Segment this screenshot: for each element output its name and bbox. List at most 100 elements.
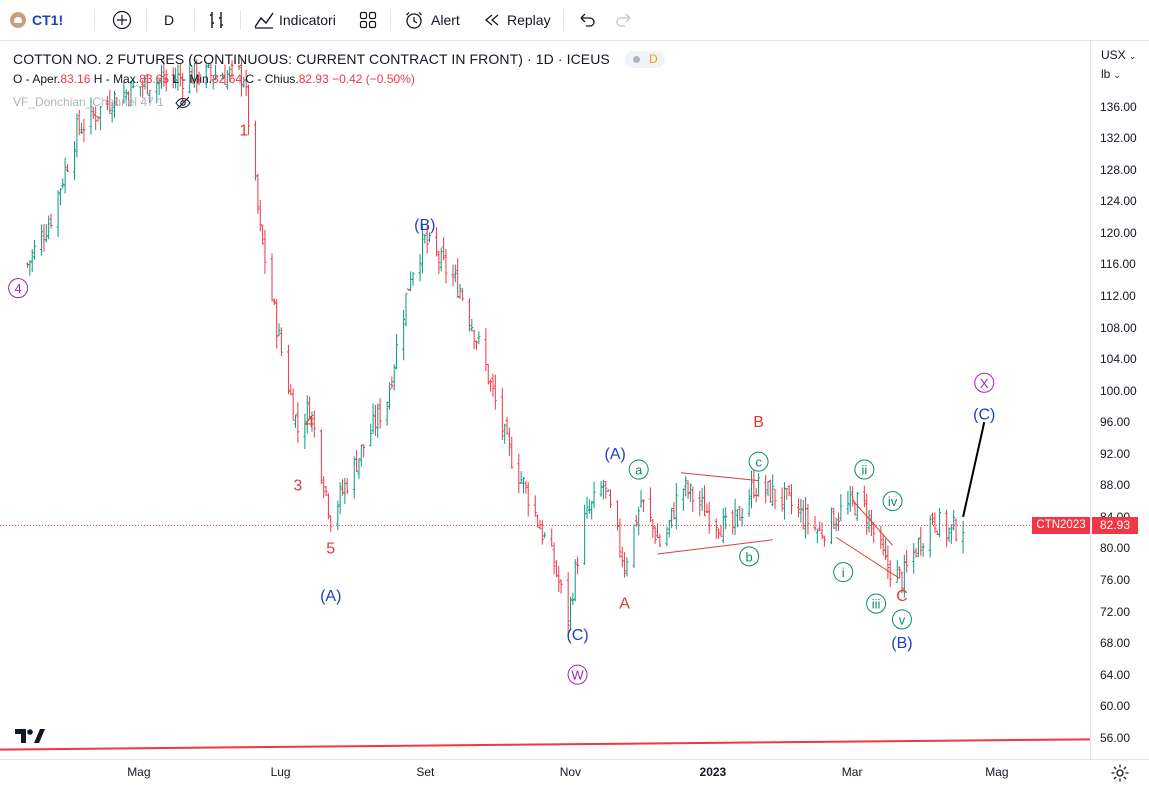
candle (110, 101, 114, 123)
close-label: C - Chius. (245, 72, 299, 86)
candle (888, 560, 892, 588)
currency-selector[interactable]: USX ⌄ (1101, 48, 1136, 62)
wave-label[interactable]: X (974, 372, 995, 393)
templates-button[interactable] (358, 8, 378, 32)
wave-label[interactable]: (A) (605, 446, 626, 463)
candle (305, 395, 309, 434)
wave-label[interactable]: iii (866, 593, 887, 614)
candle (352, 456, 356, 499)
wave-label[interactable]: (B) (891, 635, 912, 652)
interval-button[interactable]: D (164, 8, 174, 32)
wave-label-text: (A) (605, 446, 626, 463)
wave-label[interactable]: A (619, 596, 630, 613)
candle (552, 542, 556, 575)
wave-label[interactable]: (C) (566, 627, 588, 644)
wave-label[interactable]: 1 (239, 122, 248, 139)
chart-type-button[interactable] (207, 8, 227, 32)
wave-label[interactable]: c (748, 451, 769, 472)
wave-label[interactable]: iv (882, 491, 903, 512)
top-toolbar: CT1! D Indicatori Alert Replay (0, 0, 1149, 41)
wave-label[interactable]: C (896, 588, 908, 605)
wave-label[interactable]: v (891, 609, 912, 630)
candle (590, 500, 594, 520)
toolbar-divider (94, 10, 95, 30)
drawing-overlays (0, 422, 1091, 751)
wave-label-circle (882, 491, 903, 512)
candle (667, 520, 671, 538)
wave-label-text: (B) (414, 217, 435, 234)
candle (261, 224, 265, 246)
candle (714, 518, 718, 540)
candle (900, 571, 904, 594)
wave-label[interactable]: 4 (305, 414, 314, 431)
candle (916, 537, 920, 558)
candle (336, 500, 340, 531)
wave-label[interactable]: 3 (293, 477, 302, 494)
candle (80, 122, 84, 134)
unit-selector[interactable]: lb ⌄ (1101, 67, 1121, 81)
candle (952, 510, 956, 531)
candle (162, 60, 166, 87)
chart-settings-button[interactable] (1110, 763, 1130, 788)
candle (491, 373, 495, 397)
replay-button[interactable]: Replay (483, 8, 551, 32)
candle (606, 489, 610, 492)
eye-hidden-icon[interactable] (175, 96, 191, 110)
wave-label[interactable]: (A) (320, 588, 341, 605)
candle (458, 284, 462, 299)
candle (500, 387, 504, 441)
candle (214, 64, 218, 81)
candle (174, 67, 178, 89)
tradingview-logo[interactable] (14, 727, 46, 750)
wave-label-text: b (746, 549, 753, 564)
candle (559, 579, 563, 594)
wave-label[interactable]: (B) (414, 217, 435, 234)
candle (279, 327, 283, 357)
wave-label-text: 4 (305, 414, 314, 431)
candle (867, 509, 871, 533)
candle (592, 481, 596, 509)
last-price-label: 82.93 (1092, 517, 1138, 534)
wave-label[interactable]: 4 (8, 278, 29, 299)
candle (207, 64, 211, 69)
candle (486, 363, 490, 385)
redo-button[interactable] (614, 8, 634, 32)
candle (717, 528, 721, 540)
candle (489, 378, 493, 392)
wave-label-circle (8, 278, 29, 299)
status-dot-icon (633, 56, 640, 63)
data-status-badge[interactable]: D (625, 51, 665, 68)
candle (230, 60, 234, 78)
alert-button[interactable]: Alert (404, 8, 460, 32)
wave-label[interactable]: i (833, 562, 854, 583)
candle (418, 254, 422, 282)
delay-badge-label: D (649, 52, 658, 66)
candle (341, 479, 345, 496)
compare-add-symbol-button[interactable] (112, 8, 132, 32)
symbol-search-button[interactable]: CT1! (10, 8, 63, 32)
candle (799, 499, 803, 523)
candle (395, 334, 399, 370)
candle (648, 487, 652, 523)
wave-label[interactable]: 5 (326, 540, 335, 557)
candle (522, 476, 526, 494)
wave-label[interactable]: a (628, 459, 649, 480)
indicator-legend[interactable]: VF_Donchian_Channel 47 1 (13, 95, 191, 110)
wave-label[interactable]: b (739, 546, 760, 567)
wave-label[interactable]: ii (854, 459, 875, 480)
alert-label: Alert (431, 12, 460, 28)
candle (585, 496, 589, 519)
wave-label[interactable]: (C) (973, 406, 995, 423)
candle (724, 507, 728, 530)
undo-icon (580, 13, 595, 27)
candle (865, 493, 869, 535)
candle (425, 225, 429, 254)
indicators-button[interactable]: Indicatori (253, 8, 336, 32)
wave-label[interactable]: W (567, 664, 588, 685)
wave-label-text: (B) (891, 635, 912, 652)
gear-icon (1111, 764, 1129, 782)
wave-label-text: c (755, 455, 762, 470)
wave-label[interactable]: B (753, 414, 764, 431)
undo-button[interactable] (577, 8, 597, 32)
